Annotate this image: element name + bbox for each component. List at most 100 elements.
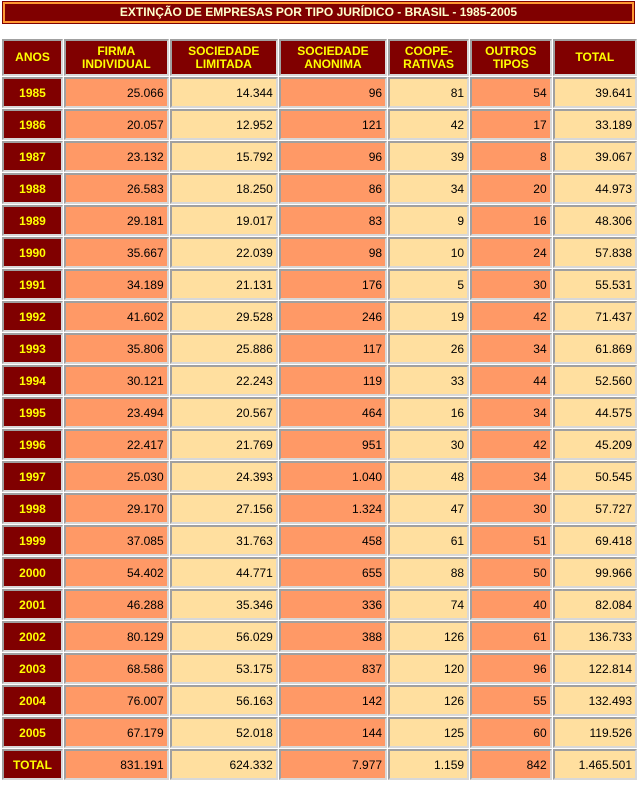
value-cell: 126: [388, 621, 470, 652]
year-cell: 1992: [2, 301, 63, 332]
table-row: 1989 29.181 19.017 83 9 16 48.306: [2, 205, 637, 236]
value-cell: 464: [278, 397, 388, 428]
value-cell: 9: [388, 205, 470, 236]
value-cell: 30: [470, 269, 552, 300]
year-cell: 1990: [2, 237, 63, 268]
value-cell: 122.814: [552, 653, 637, 684]
table-row: 2003 68.586 53.175 837 120 96 122.814: [2, 653, 637, 684]
value-cell: 88: [388, 557, 470, 588]
value-cell: 71.437: [552, 301, 637, 332]
value-cell: 17: [470, 109, 552, 140]
value-cell: 42: [388, 109, 470, 140]
value-cell: 20.567: [169, 397, 278, 428]
value-cell: 30: [470, 493, 552, 524]
table-row: 2000 54.402 44.771 655 88 50 99.966: [2, 557, 637, 588]
value-cell: 61.869: [552, 333, 637, 364]
value-cell: 25.030: [64, 461, 169, 492]
value-cell: 39.067: [552, 141, 637, 172]
value-cell: 69.418: [552, 525, 637, 556]
value-cell: 22.039: [169, 237, 278, 268]
value-cell: 33: [388, 365, 470, 396]
column-header-text: RATIVAS: [403, 56, 454, 71]
column-header: SOCIEDADE ANONIMA: [278, 39, 388, 76]
value-cell: 76.007: [64, 685, 169, 716]
value-cell: 34.189: [64, 269, 169, 300]
value-cell: 55: [470, 685, 552, 716]
value-cell: 34: [470, 333, 552, 364]
column-header-text: LIMITADA: [195, 56, 252, 71]
value-cell: 125: [388, 717, 470, 748]
value-cell: 48.306: [552, 205, 637, 236]
value-cell: 29.528: [169, 301, 278, 332]
value-cell: 388: [278, 621, 388, 652]
value-cell: 99.966: [552, 557, 637, 588]
table-row: 1999 37.085 31.763 458 61 51 69.418: [2, 525, 637, 556]
value-cell: 34: [470, 461, 552, 492]
column-header-text: TIPOS: [492, 56, 529, 71]
value-cell: 96: [278, 141, 388, 172]
value-cell: 42: [470, 429, 552, 460]
value-cell: 30: [388, 429, 470, 460]
value-cell: 23.132: [64, 141, 169, 172]
value-cell: 12.952: [169, 109, 278, 140]
value-cell: 1.465.501: [552, 749, 637, 780]
value-cell: 22.417: [64, 429, 169, 460]
column-header: FIRMA INDIVIDUAL: [64, 39, 169, 76]
value-cell: 7.977: [278, 749, 388, 780]
value-cell: 60: [470, 717, 552, 748]
year-cell: 1998: [2, 493, 63, 524]
column-header-text: OUTROS: [485, 43, 537, 58]
year-cell: 1993: [2, 333, 63, 364]
value-cell: 120: [388, 653, 470, 684]
value-cell: 44.771: [169, 557, 278, 588]
column-header: OUTROS TIPOS: [470, 39, 552, 76]
table-row: 1990 35.667 22.039 98 10 24 57.838: [2, 237, 637, 268]
column-header-text: INDIVIDUAL: [81, 56, 151, 71]
value-cell: 26: [388, 333, 470, 364]
value-cell: 34: [470, 397, 552, 428]
value-cell: 21.131: [169, 269, 278, 300]
value-cell: 29.181: [64, 205, 169, 236]
column-header: SOCIEDADE LIMITADA: [169, 39, 278, 76]
value-cell: 119.526: [552, 717, 637, 748]
table-title: EXTINÇÃO DE EMPRESAS POR TIPO JURÍDICO -…: [2, 1, 635, 24]
value-cell: 24.393: [169, 461, 278, 492]
table-row: 1993 35.806 25.886 117 26 34 61.869: [2, 333, 637, 364]
value-cell: 132.493: [552, 685, 637, 716]
value-cell: 837: [278, 653, 388, 684]
column-header: COOPE- RATIVAS: [388, 39, 470, 76]
table-row: 1995 23.494 20.567 464 16 34 44.575: [2, 397, 637, 428]
total-row: TOTAL 831.191 624.332 7.977 1.159 842 1.465.50…: [2, 749, 637, 780]
value-cell: 44: [470, 365, 552, 396]
table-row: 1996 22.417 21.769 951 30 42 45.209: [2, 429, 637, 460]
value-cell: 136.733: [552, 621, 637, 652]
value-cell: 51: [470, 525, 552, 556]
value-cell: 39: [388, 141, 470, 172]
year-cell: 2005: [2, 717, 63, 748]
value-cell: 117: [278, 333, 388, 364]
value-cell: 27.156: [169, 493, 278, 524]
value-cell: 119: [278, 365, 388, 396]
value-cell: 35.346: [169, 589, 278, 620]
year-cell: 1997: [2, 461, 63, 492]
value-cell: 61: [388, 525, 470, 556]
table-row: 2005 67.179 52.018 144 125 60 119.526: [2, 717, 637, 748]
value-cell: 126: [388, 685, 470, 716]
year-cell: 1987: [2, 141, 63, 172]
value-cell: 842: [470, 749, 552, 780]
value-cell: 10: [388, 237, 470, 268]
value-cell: 26.583: [64, 173, 169, 204]
value-cell: 55.531: [552, 269, 637, 300]
value-cell: 21.769: [169, 429, 278, 460]
header-row: ANOS FIRMA INDIVIDUAL SOCIEDADE LIMITADA SOCI…: [2, 39, 637, 76]
value-cell: 40: [470, 589, 552, 620]
table-row: 2004 76.007 56.163 142 126 55 132.493: [2, 685, 637, 716]
value-cell: 15.792: [169, 141, 278, 172]
value-cell: 8: [470, 141, 552, 172]
value-cell: 57.838: [552, 237, 637, 268]
value-cell: 655: [278, 557, 388, 588]
value-cell: 54: [470, 77, 552, 108]
value-cell: 1.040: [278, 461, 388, 492]
column-header-text: FIRMA: [97, 43, 136, 58]
value-cell: 5: [388, 269, 470, 300]
